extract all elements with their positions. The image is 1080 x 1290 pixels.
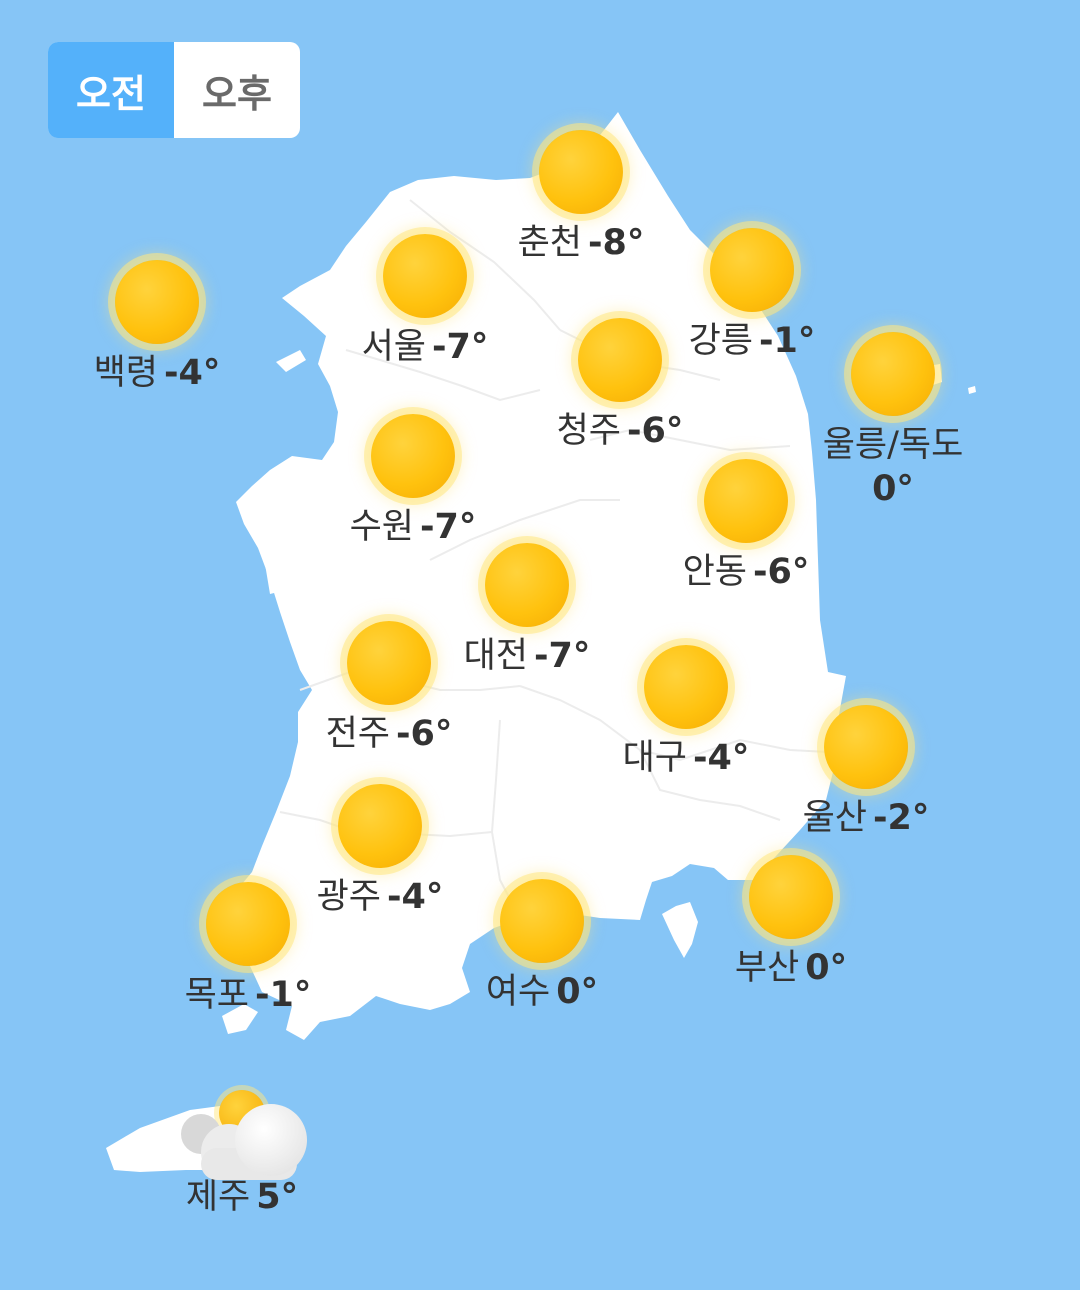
sun-icon xyxy=(500,879,584,963)
islet-1 xyxy=(276,350,306,372)
city-name: 수원 xyxy=(349,507,414,547)
sun-icon xyxy=(115,260,199,344)
city-name: 여수 xyxy=(485,972,551,1012)
sun-icon xyxy=(371,414,455,498)
am-pm-toggle[interactable]: 오전 오후 xyxy=(48,42,300,138)
sun-icon xyxy=(383,234,467,318)
city-cheongju[interactable]: 청주 -6° xyxy=(510,318,730,452)
sun-icon xyxy=(824,705,908,789)
city-name: 안동 xyxy=(682,552,747,592)
am-tab[interactable]: 오전 xyxy=(48,42,174,138)
city-temp: -4° xyxy=(387,877,444,917)
sun-icon xyxy=(749,855,833,939)
city-jeju[interactable]: 제주 5° xyxy=(132,1086,352,1218)
city-label: 안동 -6° xyxy=(636,551,856,593)
city-temp: -6° xyxy=(396,714,453,754)
city-mokpo[interactable]: 목포 -1° xyxy=(138,882,358,1016)
city-temp: -1° xyxy=(759,321,816,361)
city-name: 전주 xyxy=(325,714,390,754)
city-chuncheon[interactable]: 춘천 -8° xyxy=(471,130,691,264)
city-name: 대구 xyxy=(622,738,687,778)
city-name: 부산 xyxy=(734,948,800,988)
city-temp: 5° xyxy=(256,1177,299,1217)
city-seoul[interactable]: 서울 -7° xyxy=(315,234,535,368)
city-name: 광주 xyxy=(316,877,381,917)
city-name: 춘천 xyxy=(517,223,582,263)
city-name: 목포 xyxy=(184,975,249,1015)
city-label: 대구 -4° xyxy=(576,737,796,779)
city-temp: 0° xyxy=(872,469,914,509)
city-name: 서울 xyxy=(361,327,426,367)
city-gwangju[interactable]: 광주 -4° xyxy=(270,784,490,918)
city-suwon[interactable]: 수원 -7° xyxy=(303,414,523,548)
city-yeosu[interactable]: 여수 0° xyxy=(432,879,652,1013)
sun-icon xyxy=(578,318,662,402)
city-label: 청주 -6° xyxy=(510,410,730,452)
sun-icon xyxy=(851,332,935,416)
city-ulsan[interactable]: 울산 -2° xyxy=(756,705,976,839)
sun-icon xyxy=(338,784,422,868)
city-name: 백령 xyxy=(93,353,158,393)
sun-icon xyxy=(539,130,623,214)
city-andong[interactable]: 안동 -6° xyxy=(636,459,856,593)
city-label: 대전 -7° xyxy=(417,635,637,677)
city-daejeon[interactable]: 대전 -7° xyxy=(417,543,637,677)
sun-icon xyxy=(704,459,788,543)
city-temp: -4° xyxy=(164,353,221,393)
city-label: 백령 -4° xyxy=(47,352,267,394)
city-daegu[interactable]: 대구 -4° xyxy=(576,645,796,779)
city-label: 서울 -7° xyxy=(315,326,535,368)
city-label: 광주 -4° xyxy=(270,876,490,918)
city-temp: 0° xyxy=(805,948,848,988)
city-label: 전주 -6° xyxy=(279,713,499,755)
city-name: 대전 xyxy=(463,636,528,676)
city-temp: -8° xyxy=(588,223,645,263)
city-label: 춘천 -8° xyxy=(471,222,691,264)
city-label: 목포 -1° xyxy=(138,974,358,1016)
city-temp: -2° xyxy=(873,798,930,838)
city-temp: -4° xyxy=(693,738,750,778)
city-label: 강릉 -1° xyxy=(642,320,862,362)
city-name: 제주 xyxy=(185,1177,251,1217)
city-temp: -6° xyxy=(627,411,684,451)
city-busan[interactable]: 부산 0° xyxy=(681,855,901,989)
city-label: 울릉/독도 0° xyxy=(783,424,1003,510)
city-gangneung[interactable]: 강릉 -1° xyxy=(642,228,862,362)
city-jeonju[interactable]: 전주 -6° xyxy=(279,621,499,755)
city-temp: 0° xyxy=(556,972,599,1012)
city-name: 울산 xyxy=(802,798,867,838)
city-temp: -6° xyxy=(753,552,810,592)
city-baengnyeong[interactable]: 백령 -4° xyxy=(47,260,267,394)
city-temp: -7° xyxy=(420,507,477,547)
dokdo-islet xyxy=(968,386,976,394)
city-name: 강릉 xyxy=(688,321,753,361)
sun-icon xyxy=(644,645,728,729)
southwest-islet xyxy=(222,1004,258,1034)
pm-tab[interactable]: 오후 xyxy=(202,71,272,116)
city-label: 여수 0° xyxy=(432,971,652,1013)
partly-cloudy-icon xyxy=(177,1086,307,1182)
sun-icon xyxy=(485,543,569,627)
sun-icon xyxy=(347,621,431,705)
islet-2 xyxy=(264,558,278,594)
sun-icon xyxy=(710,228,794,312)
city-label: 울산 -2° xyxy=(756,797,976,839)
geoje-island xyxy=(662,902,698,958)
city-temp: -1° xyxy=(255,975,312,1015)
city-ulleung[interactable]: 울릉/독도 0° xyxy=(783,332,1003,510)
city-temp: -7° xyxy=(534,636,591,676)
city-temp: -7° xyxy=(432,327,489,367)
city-label: 제주 5° xyxy=(132,1176,352,1218)
city-label: 수원 -7° xyxy=(303,506,523,548)
sun-icon xyxy=(206,882,290,966)
city-name: 울릉/독도 xyxy=(822,425,964,465)
city-label: 부산 0° xyxy=(681,947,901,989)
city-name: 청주 xyxy=(556,411,621,451)
